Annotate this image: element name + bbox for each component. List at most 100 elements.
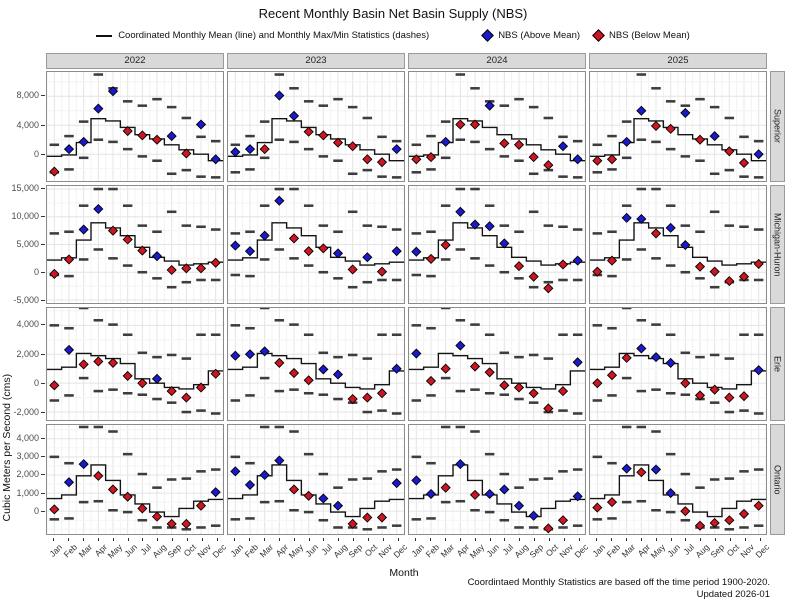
nbs-point bbox=[484, 221, 495, 232]
nbs-point bbox=[303, 126, 314, 137]
basin-strip-label: Michigan-Huron bbox=[772, 212, 783, 277]
y-tick-label: 0 bbox=[33, 267, 39, 278]
nbs-point bbox=[724, 146, 735, 157]
nbs-point bbox=[680, 506, 691, 517]
nbs-point bbox=[513, 500, 525, 511]
x-tick-mark bbox=[157, 538, 159, 541]
y-axis-title: Cubic Meters per Second (cms) bbox=[1, 373, 13, 522]
x-tick-mark bbox=[430, 538, 432, 541]
x-tick-mark bbox=[127, 538, 129, 541]
panel-canvas bbox=[47, 308, 223, 420]
month-tick-label: Dec bbox=[209, 542, 228, 560]
nbs-point bbox=[680, 378, 691, 389]
panel-superior-2022 bbox=[46, 71, 224, 182]
nbs-point bbox=[455, 459, 466, 470]
nbs-point bbox=[753, 500, 764, 511]
panel-erie-2022 bbox=[46, 307, 224, 421]
x-tick-mark bbox=[112, 538, 114, 541]
nbs-point bbox=[332, 248, 344, 259]
panel-ontario-2025 bbox=[589, 424, 767, 535]
nbs-point bbox=[440, 363, 451, 374]
nbs-point bbox=[376, 266, 388, 277]
nbs-point bbox=[650, 228, 662, 239]
nbs-point bbox=[499, 238, 510, 249]
panel-canvas bbox=[228, 308, 404, 420]
nbs-point bbox=[376, 157, 388, 168]
x-tick-mark bbox=[459, 538, 461, 541]
legend: Coordinated Monthly Mean (line) and Mont… bbox=[0, 29, 786, 42]
x-tick-mark bbox=[655, 538, 657, 541]
nbs-point bbox=[636, 467, 647, 478]
nbs-point bbox=[244, 479, 256, 490]
y-tick-mark bbox=[41, 492, 45, 494]
x-axis-2024: Jan Feb Mar Apr May Jun Jul Aug Sep Oct Nov Dec bbox=[408, 538, 590, 564]
y-tick-label: -2,000 bbox=[13, 407, 39, 418]
nbs-point bbox=[411, 475, 422, 486]
y-tick-label: 0 bbox=[33, 377, 39, 388]
x-tick-mark bbox=[519, 538, 521, 541]
basin-row-superior: 8,000 4,000 0 Superior bbox=[4, 71, 786, 182]
legend-below-label: NBS (Below Mean) bbox=[609, 30, 690, 41]
panel-canvas bbox=[409, 72, 585, 181]
nbs-point bbox=[259, 230, 270, 241]
nbs-point bbox=[137, 378, 148, 389]
y-tick-mark bbox=[41, 324, 45, 326]
y-tick-mark bbox=[41, 300, 45, 302]
nbs-point bbox=[621, 352, 632, 363]
basin-strip-label: Superior bbox=[772, 109, 783, 144]
x-tick-mark bbox=[216, 538, 218, 541]
y-gutter-spacer bbox=[4, 53, 46, 69]
month-tick-label: Apr bbox=[454, 542, 471, 559]
nbs-point bbox=[455, 340, 466, 351]
nbs-point bbox=[166, 386, 177, 397]
y-tick-label: 4,000 bbox=[16, 319, 39, 330]
basin-strip-erie: Erie bbox=[770, 307, 785, 421]
nbs-point bbox=[557, 515, 569, 526]
panel-canvas bbox=[590, 72, 766, 181]
legend-item-above: NBS (Above Mean) bbox=[481, 29, 580, 42]
footer-note: Coordintaed Monthly Statistics are based… bbox=[468, 577, 770, 601]
corner-spacer bbox=[770, 53, 785, 69]
x-tick-mark bbox=[640, 538, 642, 541]
nbs-point bbox=[484, 488, 495, 500]
basin-strip-michigan-huron: Michigan-Huron bbox=[770, 185, 785, 304]
nbs-point bbox=[484, 100, 495, 111]
panel-canvas bbox=[47, 72, 223, 181]
panel-superior-2023 bbox=[227, 71, 405, 182]
nbs-point bbox=[318, 243, 329, 254]
nbs-point bbox=[592, 378, 603, 389]
panel-erie-2025 bbox=[589, 307, 767, 421]
nbs-point bbox=[455, 206, 466, 217]
month-tick-label: Jun bbox=[483, 542, 501, 559]
x-tick-mark bbox=[489, 538, 491, 541]
nbs-point bbox=[665, 222, 676, 233]
nbs-point bbox=[636, 213, 647, 225]
nbs-point bbox=[49, 268, 60, 279]
nbs-point bbox=[665, 123, 676, 134]
nbs-point bbox=[592, 266, 603, 277]
nbs-point bbox=[636, 105, 647, 116]
month-tick-label: Oct bbox=[724, 542, 741, 559]
month-tick-label: Jun bbox=[302, 542, 320, 559]
nbs-point bbox=[753, 149, 764, 160]
nbs-point bbox=[572, 491, 583, 502]
nbs-point bbox=[151, 511, 163, 522]
nbs-point bbox=[78, 224, 89, 235]
nbs-point bbox=[244, 144, 256, 155]
y-tick-label: 5,000 bbox=[16, 239, 39, 249]
nbs-point bbox=[572, 255, 583, 266]
nbs-point bbox=[557, 259, 569, 270]
nbs-point bbox=[195, 500, 207, 511]
nbs-point bbox=[709, 384, 720, 395]
y-tick-label: 2,000 bbox=[16, 348, 39, 359]
nbs-point bbox=[724, 392, 735, 403]
nbs-point bbox=[650, 352, 662, 363]
nbs-point bbox=[107, 484, 119, 495]
nbs-point bbox=[650, 464, 662, 475]
nbs-point bbox=[411, 154, 422, 165]
legend-item-mean: Coordinated Monthly Mean (line) and Mont… bbox=[96, 30, 429, 41]
nbs-point bbox=[318, 493, 329, 504]
nbs-point bbox=[210, 154, 221, 165]
legend-mean-label: Coordinated Monthly Mean (line) and Mont… bbox=[118, 30, 430, 41]
nbs-point bbox=[49, 380, 60, 391]
